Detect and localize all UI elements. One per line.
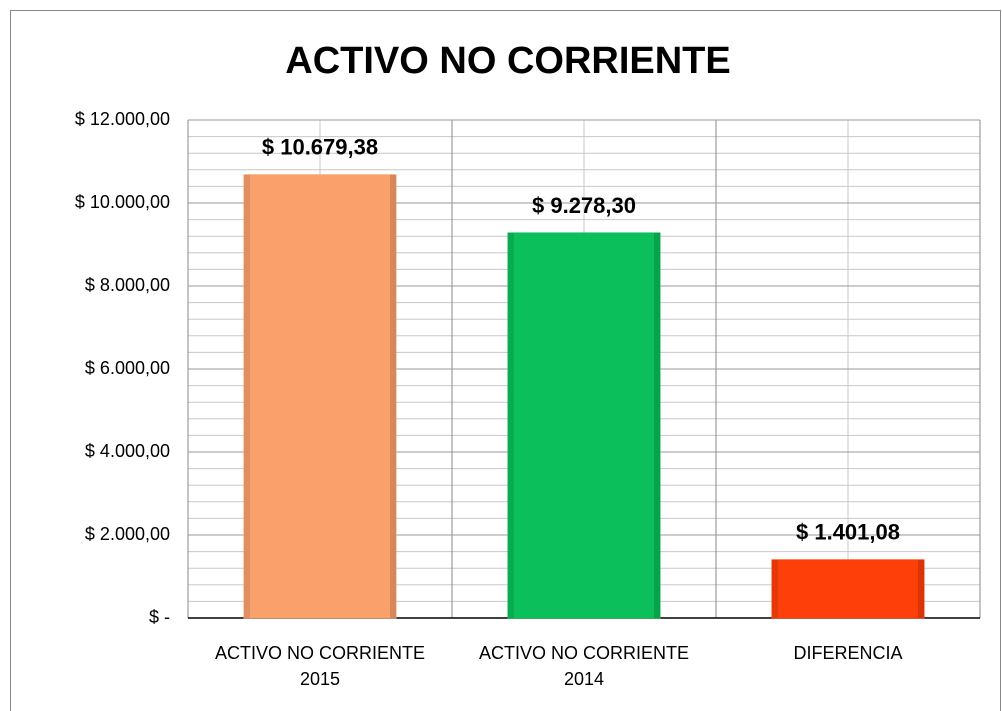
bar-shade bbox=[244, 174, 250, 618]
bar-shade bbox=[654, 232, 660, 618]
y-tick-label: $ 12.000,00 bbox=[75, 109, 170, 129]
bar-shade bbox=[918, 559, 924, 618]
data-label: $ 9.278,30 bbox=[532, 193, 636, 218]
x-tick-label: DIFERENCIA bbox=[793, 643, 903, 663]
bar bbox=[507, 232, 661, 619]
y-tick-label: $ 8.000,00 bbox=[85, 275, 170, 295]
data-label: $ 10.679,38 bbox=[262, 135, 378, 160]
x-tick-label: ACTIVO NO CORRIENTE 2014 bbox=[478, 643, 689, 689]
bar-shade bbox=[390, 174, 396, 618]
bar bbox=[771, 559, 925, 619]
chart-title: ACTIVO NO CORRIENTE bbox=[285, 40, 730, 82]
bar-shade bbox=[772, 559, 778, 618]
y-tick-label: $ 6.000,00 bbox=[85, 358, 170, 378]
y-tick-label: $ - bbox=[149, 607, 170, 627]
y-tick-label: $ 4.000,00 bbox=[85, 441, 170, 461]
chart-border bbox=[10, 10, 1001, 711]
bar bbox=[243, 174, 397, 619]
y-tick-label: $ 10.000,00 bbox=[75, 192, 170, 212]
x-tick-label: ACTIVO NO CORRIENTE 2015 bbox=[214, 643, 425, 689]
bar-shade bbox=[508, 232, 514, 618]
data-label: $ 1.401,08 bbox=[796, 520, 900, 545]
y-tick-label: $ 2.000,00 bbox=[85, 524, 170, 544]
